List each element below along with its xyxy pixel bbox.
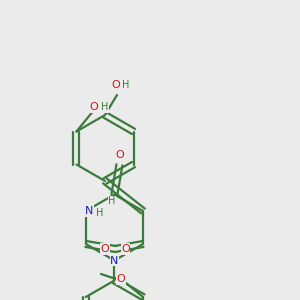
Text: H: H	[96, 208, 103, 218]
Text: N: N	[110, 256, 118, 266]
Text: O: O	[100, 244, 109, 254]
Text: H: H	[122, 80, 130, 90]
Text: H: H	[108, 196, 116, 206]
Text: N: N	[85, 206, 93, 216]
Text: H: H	[101, 103, 108, 112]
Text: O: O	[115, 150, 124, 160]
Text: O: O	[112, 80, 120, 90]
Text: O: O	[117, 274, 125, 284]
Text: O: O	[89, 103, 98, 112]
Text: O: O	[121, 244, 130, 254]
